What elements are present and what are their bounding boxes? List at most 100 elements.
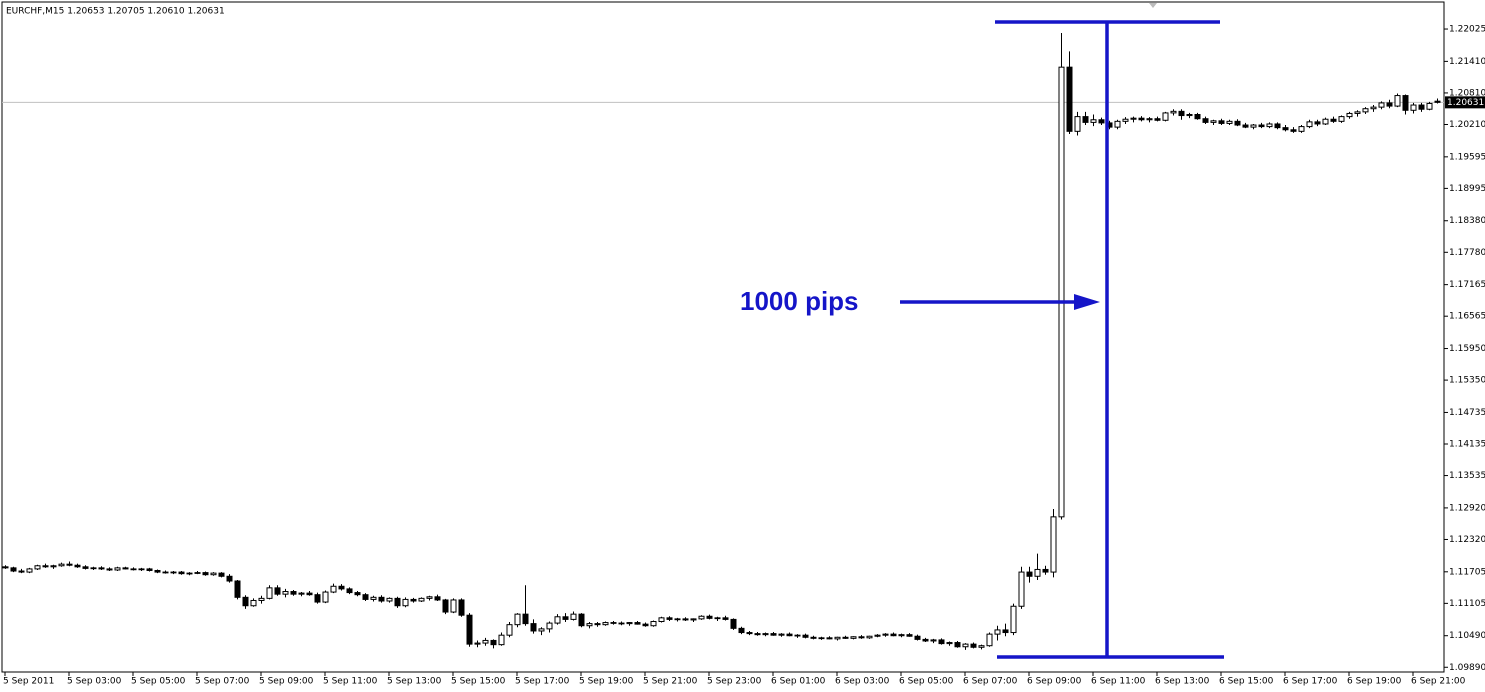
candle-body [874, 634, 881, 637]
candle-body [938, 639, 945, 645]
candle-body [242, 596, 249, 607]
y-tick-label: 1.21410 [1449, 57, 1485, 67]
candle-body [1010, 605, 1017, 634]
candle-body [586, 623, 593, 627]
candle-body [1074, 116, 1081, 132]
candle-body [122, 567, 129, 570]
candle-body [1370, 106, 1377, 110]
candle-body [914, 635, 921, 640]
candle-body [666, 617, 673, 620]
candle-body [626, 622, 633, 625]
candle-body [690, 618, 697, 621]
candle-body [50, 565, 57, 568]
y-tick-label: 1.17165 [1449, 280, 1485, 290]
candle-body [1098, 119, 1105, 124]
candle-body [1234, 120, 1241, 126]
candle-body [1162, 112, 1169, 121]
candle-body [26, 568, 33, 573]
y-tick-label: 1.10490 [1449, 631, 1485, 641]
candle-body [306, 592, 313, 596]
y-tick-label: 1.11705 [1449, 567, 1485, 577]
candle-body [1226, 120, 1233, 124]
candle-body [514, 613, 521, 626]
candle-body [1378, 102, 1385, 108]
candle-body [682, 618, 689, 621]
x-tick-label: 6 Sep 13:00 [1155, 677, 1210, 687]
candle-body [362, 594, 369, 600]
candle-body [1298, 126, 1305, 132]
candle-body [906, 634, 913, 637]
range-marker [900, 20, 1224, 659]
x-tick-label: 5 Sep 13:00 [387, 677, 442, 687]
candle-body [1322, 118, 1329, 125]
candle-body [194, 572, 201, 574]
candle-body [1002, 629, 1009, 634]
candle-body [778, 633, 785, 636]
y-tick-label: 1.20210 [1449, 120, 1485, 130]
y-tick-label: 1.11105 [1449, 599, 1485, 609]
candle-body [1354, 111, 1361, 114]
candle-body [330, 585, 337, 593]
candle-body [290, 591, 297, 595]
candle-body [410, 598, 417, 602]
candle-body [466, 614, 473, 645]
x-tick-label: 6 Sep 15:00 [1219, 677, 1274, 687]
candle-body [714, 617, 721, 620]
candle-body [402, 598, 409, 607]
candle-body [978, 645, 985, 648]
candle-body [810, 636, 817, 639]
candle-body [770, 633, 777, 636]
candle-body [138, 568, 145, 571]
y-tick-label: 1.18995 [1449, 184, 1485, 194]
x-tick-label: 5 Sep 21:00 [643, 677, 698, 687]
candle-body [1210, 120, 1217, 123]
candle-body [866, 635, 873, 639]
candle-body [946, 642, 953, 645]
y-tick-label: 1.09890 [1449, 663, 1485, 673]
candle-body [458, 599, 465, 616]
candle-body [1250, 124, 1257, 128]
candle-body [42, 565, 49, 568]
candle-body [1346, 112, 1353, 118]
candle-body [1138, 117, 1145, 121]
candle-body [650, 621, 657, 627]
candle-body [818, 637, 825, 640]
candle-body [202, 572, 209, 576]
candle-body [746, 632, 753, 635]
x-tick-label: 5 Sep 23:00 [707, 677, 762, 687]
bid-label: 1.20631 [1447, 98, 1484, 108]
candle-body [786, 633, 793, 637]
candle-body [834, 636, 841, 640]
candle-body [658, 617, 665, 623]
candle-body [722, 617, 729, 620]
candle-body [522, 613, 529, 625]
candle-body [162, 571, 169, 574]
arrow-head [1074, 294, 1100, 310]
x-tick-label: 5 Sep 2011 [3, 677, 54, 687]
candle-body [826, 637, 833, 640]
candle-body [1410, 104, 1417, 111]
y-tick-label: 1.12320 [1449, 535, 1485, 545]
candle-body [554, 616, 561, 624]
x-tick-label: 6 Sep 19:00 [1347, 677, 1402, 687]
candle-body [1058, 66, 1065, 518]
candle-body [530, 623, 537, 632]
candle-body [346, 588, 353, 594]
candle-body [538, 628, 545, 632]
y-tick-label: 1.22025 [1449, 25, 1485, 35]
candle-body [1122, 118, 1129, 122]
candle-body [370, 596, 377, 600]
candle-body [738, 627, 745, 634]
candle-body [994, 629, 1001, 635]
candle-body [1042, 568, 1049, 573]
candle-body [474, 642, 481, 645]
candle-body [482, 639, 489, 644]
candle-body [858, 636, 865, 639]
candle-body [986, 633, 993, 647]
candle-body [642, 623, 649, 627]
candle-body [1050, 516, 1057, 573]
x-tick-label: 6 Sep 17:00 [1283, 677, 1338, 687]
candle-body [954, 642, 961, 648]
candle-body [434, 596, 441, 601]
candle-body [1154, 118, 1161, 121]
